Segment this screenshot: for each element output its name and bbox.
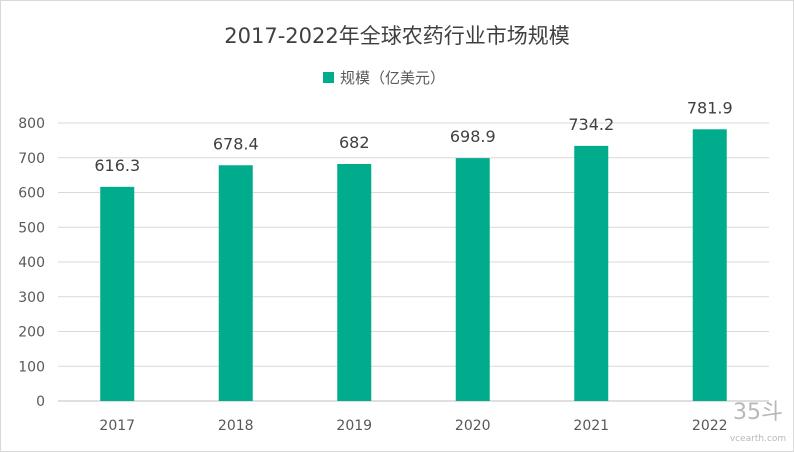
legend-swatch	[323, 72, 334, 83]
x-axis-ticks: 2017 2018 2019 2020 2021 2022	[99, 418, 727, 434]
legend-label: 规模（亿美元）	[340, 69, 445, 87]
watermark: 35斗 vcearth.com	[730, 400, 786, 444]
y-axis-ticks: 0 100 200 300 400 500 600 700 800	[18, 116, 45, 410]
data-label-2019: 682	[339, 133, 370, 152]
data-label-2018: 678.4	[213, 134, 259, 153]
y-tick-label: 700	[18, 151, 45, 167]
legend: 规模（亿美元）	[323, 69, 445, 87]
y-tick-label: 200	[18, 325, 45, 341]
x-tick-label-2017: 2017	[99, 418, 135, 434]
watermark-site: vcearth.com	[730, 434, 786, 444]
bar-2022	[692, 129, 727, 402]
gridlines	[58, 122, 769, 367]
data-label-2022: 781.9	[687, 98, 733, 117]
bar-2019	[337, 164, 372, 401]
bar-2020	[455, 158, 490, 401]
y-tick-label: 100	[18, 359, 45, 375]
data-label-2017: 616.3	[94, 156, 140, 175]
chart-title: 2017-2022年全球农药行业市场规模	[224, 24, 569, 48]
y-tick-label: 0	[36, 394, 45, 410]
watermark-logo: 35斗	[733, 400, 783, 425]
bar-2018	[218, 165, 253, 401]
x-tick-label-2018: 2018	[218, 418, 254, 434]
data-labels: 616.3 678.4 682 698.9 734.2 781.9	[94, 98, 732, 175]
y-tick-label: 300	[18, 290, 45, 306]
y-tick-label: 800	[18, 116, 45, 132]
x-tick-label-2020: 2020	[455, 418, 491, 434]
y-tick-label: 400	[18, 255, 45, 271]
bar-2021	[574, 145, 609, 401]
bars	[100, 129, 727, 402]
data-label-2020: 698.9	[450, 127, 496, 146]
x-tick-label-2021: 2021	[573, 418, 609, 434]
y-tick-label: 500	[18, 220, 45, 236]
x-tick-label-2019: 2019	[336, 418, 372, 434]
data-label-2021: 734.2	[568, 115, 614, 134]
bar-2017	[100, 186, 135, 401]
y-tick-label: 600	[18, 186, 45, 202]
x-tick-label-2022: 2022	[692, 418, 728, 434]
